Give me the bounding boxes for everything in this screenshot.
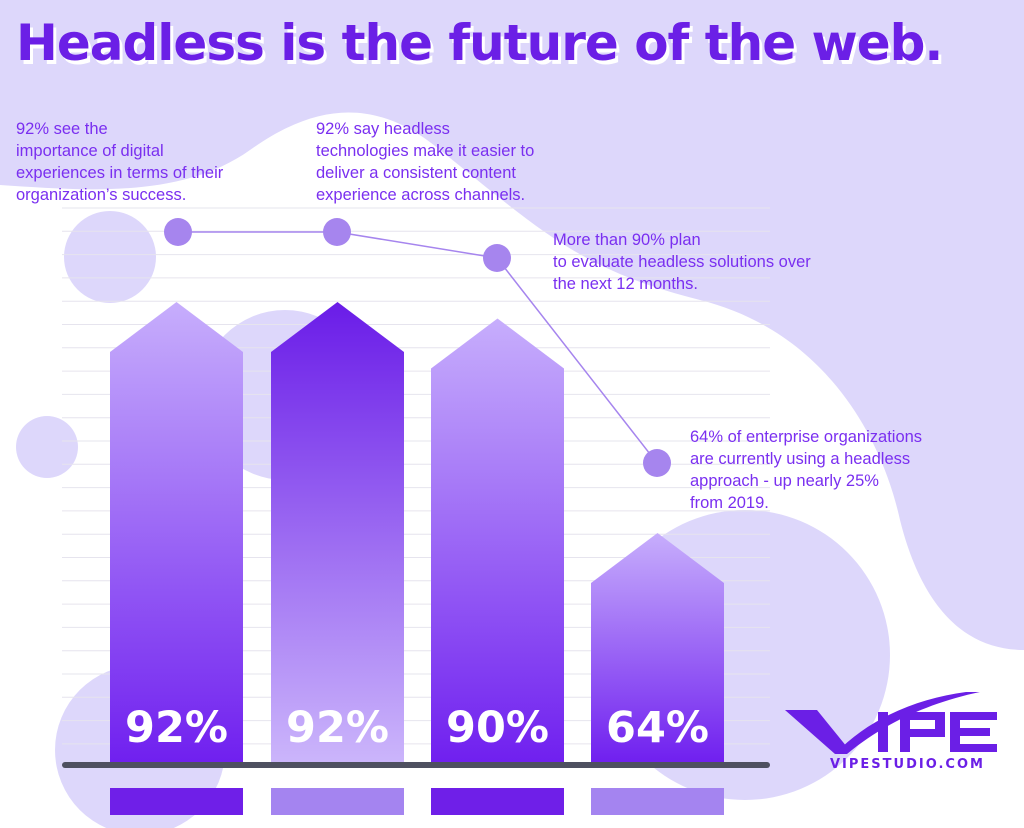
legend-swatch bbox=[591, 788, 724, 815]
background-wave bbox=[0, 0, 1024, 650]
bar bbox=[110, 302, 243, 762]
data-label: 92% bbox=[286, 703, 389, 753]
data-point bbox=[643, 449, 671, 477]
note-2: 92% say headless technologies make it ea… bbox=[316, 120, 535, 204]
connector-line bbox=[178, 231, 658, 464]
note-1: 92% see the importance of digital experi… bbox=[16, 120, 224, 204]
baseline bbox=[62, 762, 770, 768]
data-label: 92% bbox=[125, 703, 228, 753]
decor-circle bbox=[16, 416, 78, 478]
bar bbox=[591, 533, 724, 762]
bar bbox=[271, 302, 404, 762]
page-title: Headless is the future of the web. bbox=[16, 14, 943, 72]
vipe-logo bbox=[785, 692, 997, 754]
decor-circle bbox=[64, 211, 156, 303]
data-point bbox=[483, 244, 511, 272]
data-label: 64% bbox=[606, 703, 709, 753]
data-point bbox=[164, 218, 192, 246]
data-point bbox=[323, 218, 351, 246]
note-3: More than 90% plan to evaluate headless … bbox=[553, 231, 811, 293]
logo-url: VIPESTUDIO.COM bbox=[830, 757, 985, 772]
legend-swatch bbox=[431, 788, 564, 815]
bar bbox=[431, 318, 564, 762]
note-4: 64% of enterprise organizations are curr… bbox=[690, 428, 923, 512]
data-label: 90% bbox=[446, 703, 549, 753]
legend-swatch bbox=[271, 788, 404, 815]
legend-swatch bbox=[110, 788, 243, 815]
